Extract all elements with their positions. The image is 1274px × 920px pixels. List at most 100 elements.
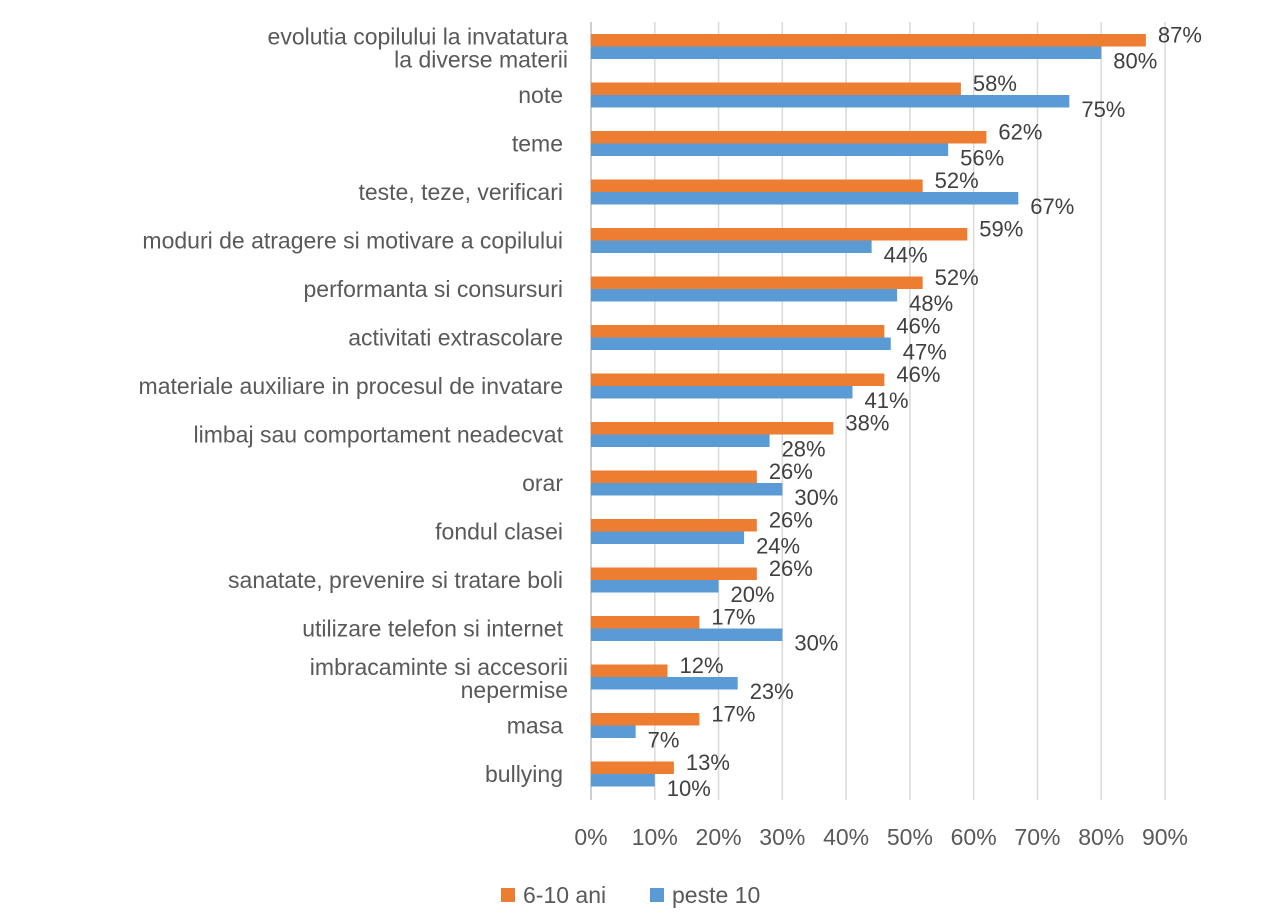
x-tick-label: 90% <box>1142 824 1188 850</box>
category-label: orar <box>522 470 563 496</box>
data-label: 59% <box>979 217 1023 242</box>
x-tick-label: 20% <box>696 824 742 850</box>
bar-series-1 <box>591 276 923 289</box>
bar-series-2 <box>591 483 783 496</box>
bar-series-2 <box>591 434 770 447</box>
data-label: 10% <box>667 776 711 801</box>
data-label: 80% <box>1113 49 1157 74</box>
bar-series-1 <box>591 761 674 774</box>
data-label: 28% <box>782 437 826 462</box>
bar-series-2 <box>591 774 655 787</box>
legend: 6-10 ani peste 10 <box>501 882 760 908</box>
bars <box>591 34 1146 787</box>
data-label: 75% <box>1081 97 1125 122</box>
data-label: 13% <box>686 750 730 775</box>
category-label: masa <box>507 713 563 739</box>
data-label: 17% <box>711 605 755 630</box>
data-label: 20% <box>731 582 775 607</box>
data-label: 38% <box>845 411 889 436</box>
x-tick-label: 10% <box>632 824 678 850</box>
data-label: 26% <box>769 459 813 484</box>
category-label: sanatate, prevenire si tratare boli <box>228 567 563 593</box>
bar-series-1 <box>591 34 1146 47</box>
data-label: 26% <box>769 556 813 581</box>
legend-swatch <box>650 888 664 902</box>
data-label: 46% <box>896 362 940 387</box>
category-label: utilizare telefon si internet <box>302 616 563 642</box>
bar-series-1 <box>591 519 757 532</box>
bar-series-2 <box>591 725 636 738</box>
data-label: 46% <box>896 314 940 339</box>
legend-label: 6-10 ani <box>523 882 606 908</box>
x-tick-label: 30% <box>759 824 805 850</box>
legend-swatch <box>501 888 515 902</box>
bar-series-1 <box>591 131 987 144</box>
data-label: 58% <box>973 71 1017 96</box>
bar-series-2 <box>591 337 891 350</box>
bar-series-2 <box>591 192 1019 205</box>
data-label: 62% <box>998 120 1042 145</box>
bar-series-2 <box>591 46 1102 59</box>
category-label: moduri de atragere si motivare a copilul… <box>142 228 563 254</box>
category-label: activitati extrascolare <box>348 325 563 351</box>
bar-series-2 <box>591 240 872 253</box>
x-tick-label: 40% <box>823 824 869 850</box>
bar-series-1 <box>591 373 885 386</box>
data-label: 12% <box>680 653 724 678</box>
bar-series-2 <box>591 580 719 593</box>
data-label: 26% <box>769 508 813 533</box>
data-label: 17% <box>711 702 755 727</box>
category-label: fondul clasei <box>435 519 563 545</box>
data-label: 30% <box>794 631 838 656</box>
data-label: 67% <box>1030 194 1074 219</box>
data-label: 30% <box>794 485 838 510</box>
bar-series-1 <box>591 82 961 95</box>
data-label: 56% <box>960 146 1004 171</box>
category-label: bullying <box>485 761 563 787</box>
bar-series-2 <box>591 289 898 302</box>
bar-series-1 <box>591 664 668 677</box>
bar-series-2 <box>591 677 738 690</box>
data-label: 23% <box>750 679 794 704</box>
bar-series-1 <box>591 713 700 726</box>
bar-series-2 <box>591 386 853 399</box>
category-label: materiale auxiliare in procesul de invat… <box>139 373 563 399</box>
x-tick-label: 70% <box>1014 824 1060 850</box>
x-tick-label: 80% <box>1078 824 1124 850</box>
category-label: note <box>518 82 563 108</box>
x-tick-label: 60% <box>951 824 997 850</box>
bar-series-1 <box>591 470 757 483</box>
bar-series-1 <box>591 567 757 580</box>
category-label: teme <box>512 131 563 157</box>
x-tick-label: 0% <box>574 824 607 850</box>
data-label: 7% <box>648 728 680 753</box>
bar-series-2 <box>591 531 745 544</box>
category-label: evolutia copilului la invatatura <box>268 24 569 50</box>
category-label: la diverse materii <box>394 47 568 73</box>
data-label: 47% <box>903 340 947 365</box>
bar-series-2 <box>591 95 1070 108</box>
data-label: 24% <box>756 534 800 559</box>
category-label: limbaj sau comportament neadecvat <box>194 422 564 448</box>
bar-series-2 <box>591 628 783 641</box>
data-label: 41% <box>864 388 908 413</box>
data-label: 48% <box>909 291 953 316</box>
data-label: 44% <box>884 243 928 268</box>
bar-series-2 <box>591 143 949 156</box>
data-labels: 87%80%58%75%62%56%52%67%59%44%52%48%46%4… <box>648 23 1202 802</box>
data-label: 87% <box>1158 23 1202 48</box>
bar-series-1 <box>591 616 700 629</box>
data-label: 52% <box>935 265 979 290</box>
category-label: nepermise <box>461 677 568 703</box>
bar-series-1 <box>591 228 968 241</box>
x-tick-label: 50% <box>887 824 933 850</box>
category-label: teste, teze, verificari <box>358 179 563 205</box>
category-label: performanta si consursuri <box>304 276 564 302</box>
data-label: 52% <box>935 168 979 193</box>
category-label: imbracaminte si accesorii <box>310 654 568 680</box>
legend-label: peste 10 <box>672 882 760 908</box>
bar-series-1 <box>591 179 923 192</box>
bar-series-1 <box>591 422 834 435</box>
